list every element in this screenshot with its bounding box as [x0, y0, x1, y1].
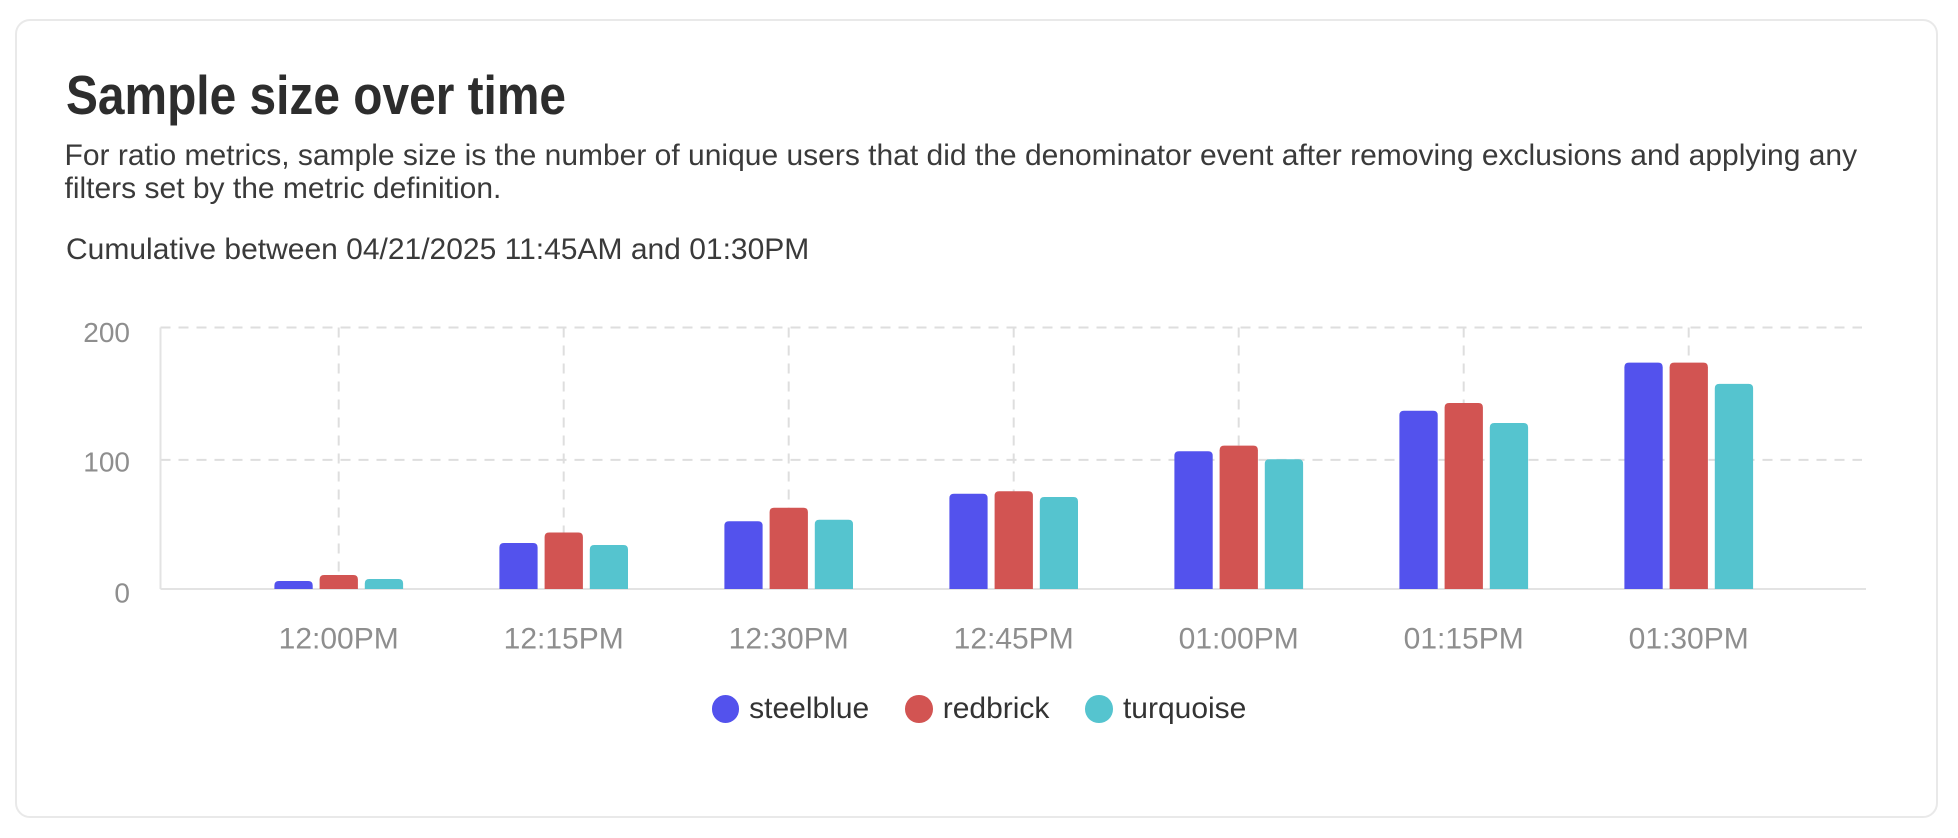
- svg-text:12:45PM: 12:45PM: [954, 623, 1074, 656]
- svg-text:12:00PM: 12:00PM: [279, 623, 399, 656]
- svg-text:0: 0: [114, 578, 130, 609]
- svg-text:01:30PM: 01:30PM: [1629, 623, 1749, 656]
- svg-text:100: 100: [83, 447, 130, 478]
- svg-text:01:00PM: 01:00PM: [1179, 623, 1299, 656]
- svg-text:12:30PM: 12:30PM: [729, 623, 849, 656]
- svg-text:200: 200: [83, 317, 130, 348]
- svg-text:01:15PM: 01:15PM: [1404, 623, 1524, 656]
- svg-text:12:15PM: 12:15PM: [504, 623, 624, 656]
